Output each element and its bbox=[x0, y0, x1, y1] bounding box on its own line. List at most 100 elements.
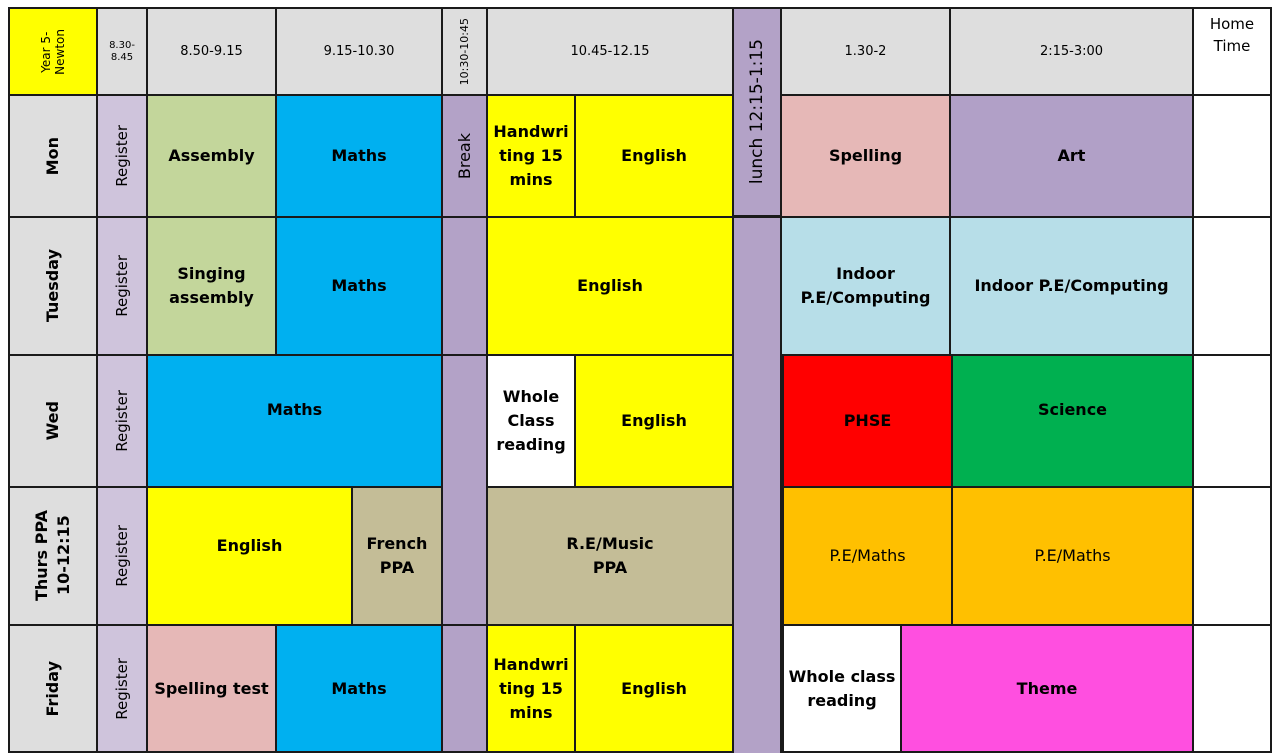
lesson-label: Whole class reading bbox=[788, 666, 896, 710]
register-label: Register bbox=[113, 525, 131, 587]
mon-art: Art bbox=[949, 94, 1194, 218]
register-label: Register bbox=[113, 657, 131, 720]
lunch-label: lunch 12:15-1:15 bbox=[747, 39, 767, 185]
tue-singing-assembly: Singing assembly bbox=[146, 216, 277, 356]
thu-french-ppa: French PPA bbox=[351, 486, 443, 626]
lesson-label: PHSE bbox=[843, 411, 892, 430]
lesson-label: P.E/Maths bbox=[829, 546, 906, 565]
register-label: Register bbox=[113, 255, 131, 317]
register-time: 8.30- 8.45 bbox=[109, 39, 135, 63]
day-fri: Friday bbox=[8, 624, 98, 753]
period3-header: 10.45-12.15 bbox=[486, 7, 734, 96]
day-label: Mon bbox=[43, 136, 62, 176]
home-thu bbox=[1192, 486, 1272, 626]
register-mon: Register bbox=[96, 94, 148, 218]
lesson-label: Handwri ting 15 mins bbox=[493, 122, 569, 189]
tue-english: English bbox=[486, 216, 734, 356]
mon-english: English bbox=[574, 94, 734, 218]
mon-assembly: Assembly bbox=[146, 94, 277, 218]
period4-header: 1.30-2 bbox=[780, 7, 951, 96]
fri-maths: Maths bbox=[275, 624, 443, 753]
thu-english: English bbox=[146, 486, 353, 626]
register-tue: Register bbox=[96, 216, 148, 356]
mon-spelling: Spelling bbox=[780, 94, 951, 218]
fri-whole-class-reading: Whole class reading bbox=[782, 624, 902, 753]
period2-header: 9.15-10.30 bbox=[275, 7, 443, 96]
break-fri bbox=[441, 624, 488, 753]
lesson-label: Singing assembly bbox=[169, 264, 254, 307]
register-fri: Register bbox=[96, 624, 148, 753]
day-tue: Tuesday bbox=[8, 216, 98, 356]
period3-time: 10.45-12.15 bbox=[570, 44, 650, 59]
day-label: Thurs PPA 10-12:15 bbox=[32, 510, 73, 602]
period1-header: 8.50-9.15 bbox=[146, 7, 277, 96]
home-tue bbox=[1192, 216, 1272, 356]
thu-pe-maths-1: P.E/Maths bbox=[782, 486, 953, 626]
lesson-label: Theme bbox=[1016, 678, 1078, 698]
lesson-label: Indoor P.E/Computing bbox=[974, 276, 1169, 295]
fri-spelling-test: Spelling test bbox=[146, 624, 277, 753]
lesson-label: Maths bbox=[331, 678, 387, 698]
lesson-label: Maths bbox=[266, 400, 323, 419]
lesson-label: English bbox=[216, 536, 283, 555]
lesson-label: English bbox=[621, 146, 687, 165]
break-time-header: 10:30-10:45 bbox=[441, 7, 488, 96]
lesson-label: Maths bbox=[331, 276, 387, 295]
lesson-label: Science bbox=[1037, 400, 1108, 419]
mon-maths: Maths bbox=[275, 94, 443, 218]
lesson-label: R.E/Music PPA bbox=[566, 534, 654, 577]
day-thu: Thurs PPA 10-12:15 bbox=[8, 486, 98, 626]
day-label: Friday bbox=[43, 660, 62, 717]
lesson-label: French PPA bbox=[366, 534, 428, 577]
lesson-label: English bbox=[621, 678, 687, 698]
lesson-label: Spelling test bbox=[154, 678, 269, 698]
home-time-header: Home Time bbox=[1192, 7, 1272, 96]
lesson-label: Indoor P.E/Computing bbox=[800, 264, 931, 307]
fri-theme: Theme bbox=[900, 624, 1194, 753]
break-wed-thu bbox=[441, 354, 488, 626]
period4-time: 1.30-2 bbox=[844, 44, 887, 59]
class-name-cell: Year 5- Newton bbox=[8, 7, 98, 96]
fri-english: English bbox=[574, 624, 734, 753]
lesson-label: Art bbox=[1057, 146, 1086, 165]
period5-header: 2:15-3:00 bbox=[949, 7, 1194, 96]
register-label: Register bbox=[113, 125, 131, 187]
wed-whole-class-reading: Whole Class reading bbox=[486, 354, 576, 488]
home-time: Home Time bbox=[1209, 15, 1255, 55]
wed-english: English bbox=[574, 354, 734, 488]
lunch-cell: lunch 12:15-1:15 bbox=[732, 7, 782, 217]
break-label: Break bbox=[454, 132, 474, 180]
break-time: 10:30-10:45 bbox=[458, 17, 471, 86]
home-mon bbox=[1192, 94, 1272, 218]
break-tue bbox=[441, 216, 488, 356]
lesson-label: English bbox=[621, 411, 687, 430]
class-name: Year 5- Newton bbox=[39, 28, 67, 75]
lesson-label: Maths bbox=[331, 146, 387, 165]
tue-maths: Maths bbox=[275, 216, 443, 356]
home-fri bbox=[1192, 624, 1272, 753]
break-mon: Break bbox=[441, 94, 488, 218]
lesson-label: Handwri ting 15 mins bbox=[493, 654, 569, 722]
day-label: Tuesday bbox=[43, 249, 62, 323]
lesson-label: Assembly bbox=[168, 146, 255, 165]
mon-handwriting: Handwri ting 15 mins bbox=[486, 94, 576, 218]
period2-time: 9.15-10.30 bbox=[323, 44, 395, 59]
lesson-label: English bbox=[577, 276, 643, 295]
register-thu: Register bbox=[96, 486, 148, 626]
period5-time: 2:15-3:00 bbox=[1039, 44, 1104, 59]
lesson-label: Whole Class reading bbox=[496, 387, 566, 454]
register-wed: Register bbox=[96, 354, 148, 488]
fri-handwriting: Handwri ting 15 mins bbox=[486, 624, 576, 753]
wed-phse: PHSE bbox=[782, 354, 953, 488]
wed-science: Science bbox=[951, 354, 1194, 488]
register-label: Register bbox=[113, 390, 131, 452]
tue-indoor-pe-2: Indoor P.E/Computing bbox=[949, 216, 1194, 356]
tue-indoor-pe-1: Indoor P.E/Computing bbox=[780, 216, 951, 356]
home-wed bbox=[1192, 354, 1272, 488]
thu-re-music-ppa: R.E/Music PPA bbox=[486, 486, 734, 626]
day-mon: Mon bbox=[8, 94, 98, 218]
thu-pe-maths-2: P.E/Maths bbox=[951, 486, 1194, 626]
day-wed: Wed bbox=[8, 354, 98, 488]
lesson-label: P.E/Maths bbox=[1034, 546, 1111, 565]
wed-maths: Maths bbox=[146, 354, 443, 488]
